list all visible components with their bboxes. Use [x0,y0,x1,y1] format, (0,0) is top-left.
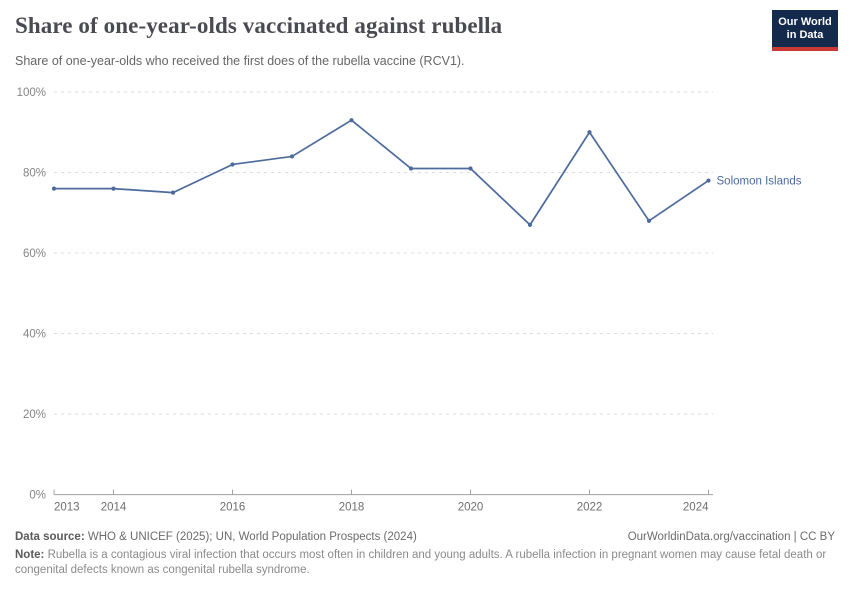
data-point[interactable] [468,166,473,171]
data-point[interactable] [230,162,235,167]
owid-logo[interactable]: Our World in Data [772,10,838,51]
x-tick-label: 2022 [577,502,603,514]
x-tick-label: 2016 [220,502,246,514]
page-title: Share of one-year-olds vaccinated agains… [15,13,503,38]
data-point[interactable] [51,186,57,191]
x-tick-label: 2024 [683,502,709,514]
data-point[interactable] [527,222,533,227]
x-tick-label: 2013 [54,502,80,514]
chart-note: Note: Rubella is a contagious viral infe… [15,548,830,578]
data-source: Data source: WHO & UNICEF (2025); UN, Wo… [15,531,417,543]
note-value: Rubella is a contagious viral infection … [15,549,827,577]
y-tick-label: 60% [23,248,46,260]
x-tick-label: 2018 [339,502,365,514]
y-tick-label: 40% [23,329,46,341]
owid-logo-line1: Our World [778,15,832,28]
chart-footer: Data source: WHO & UNICEF (2025); UN, Wo… [15,531,835,578]
x-tick-label: 2014 [101,502,127,514]
data-point[interactable] [408,166,414,171]
data-point[interactable] [706,178,711,183]
y-tick-label: 20% [23,409,46,421]
series-line[interactable] [54,119,709,226]
data-point[interactable] [111,186,116,191]
y-tick-label: 100% [17,87,46,99]
data-source-label: Data source: [15,531,85,543]
data-source-value: WHO & UNICEF (2025); UN, World Populatio… [84,531,417,543]
data-point[interactable] [349,118,354,123]
y-tick-label: 0% [29,490,46,502]
data-point[interactable] [289,154,295,159]
owid-logo-line2: in Data [786,28,824,41]
x-tick-label: 2020 [458,502,484,514]
note-label: Note: [15,549,45,561]
chart-subtitle: Share of one-year-olds who received the … [15,54,465,68]
data-point[interactable] [646,218,652,223]
y-tick-label: 80% [23,168,46,180]
license-link[interactable]: OurWorldinData.org/vaccination | CC BY [627,531,835,543]
data-point[interactable] [587,130,592,135]
entity-label[interactable]: Solomon Islands [717,176,802,188]
line-chart[interactable]: 0% 20% 40% 60% 80% 100% 2013 2014 2016 2018 2020 20… [0,0,850,525]
data-point[interactable] [170,190,176,195]
